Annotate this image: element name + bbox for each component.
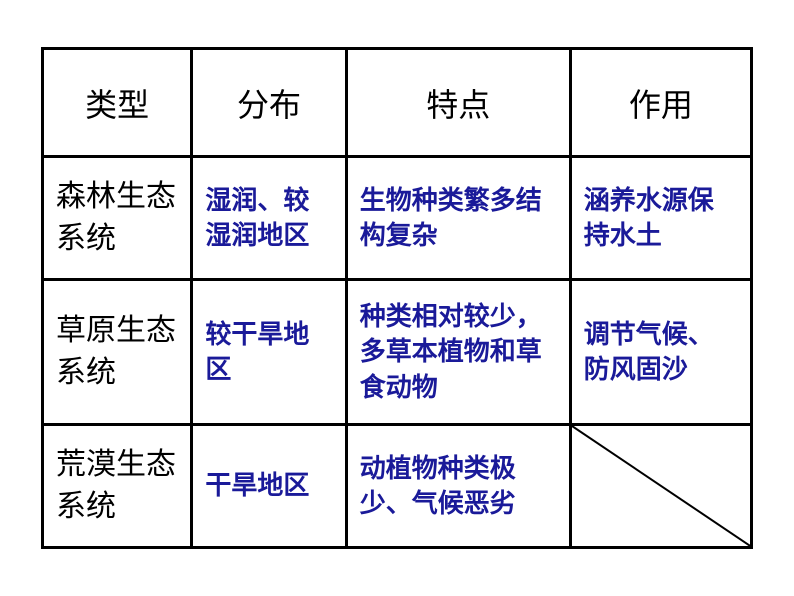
cell-desert-function-empty	[570, 424, 751, 547]
diagonal-line-icon	[572, 426, 750, 546]
cell-forest-distribution: 湿润、较湿润地区	[192, 157, 346, 280]
header-function: 作用	[570, 49, 751, 157]
table-row: 森林生态系统 湿润、较湿润地区 生物种类繁多结构复杂 涵养水源保持水土	[43, 157, 752, 280]
header-characteristic: 特点	[346, 49, 570, 157]
cell-desert-distribution: 干旱地区	[192, 424, 346, 547]
table-header-row: 类型 分布 特点 作用	[43, 49, 752, 157]
cell-grassland-distribution: 较干旱地区	[192, 280, 346, 424]
table-row: 草原生态系统 较干旱地区 种类相对较少，多草本植物和草食动物 调节气候、防风固沙	[43, 280, 752, 424]
cell-forest-function: 涵养水源保持水土	[570, 157, 751, 280]
cell-desert-characteristic: 动植物种类极少、气候恶劣	[346, 424, 570, 547]
row-header-grassland: 草原生态系统	[43, 280, 192, 424]
row-header-desert: 荒漠生态系统	[43, 424, 192, 547]
row-header-forest: 森林生态系统	[43, 157, 192, 280]
cell-grassland-function: 调节气候、防风固沙	[570, 280, 751, 424]
ecosystem-table: 类型 分布 特点 作用 森林生态系统 湿润、较湿润地区 生物种类繁多结构复杂 涵…	[41, 47, 753, 548]
header-distribution: 分布	[192, 49, 346, 157]
cell-forest-characteristic: 生物种类繁多结构复杂	[346, 157, 570, 280]
table-row: 荒漠生态系统 干旱地区 动植物种类极少、气候恶劣	[43, 424, 752, 547]
cell-grassland-characteristic: 种类相对较少，多草本植物和草食动物	[346, 280, 570, 424]
header-type: 类型	[43, 49, 192, 157]
